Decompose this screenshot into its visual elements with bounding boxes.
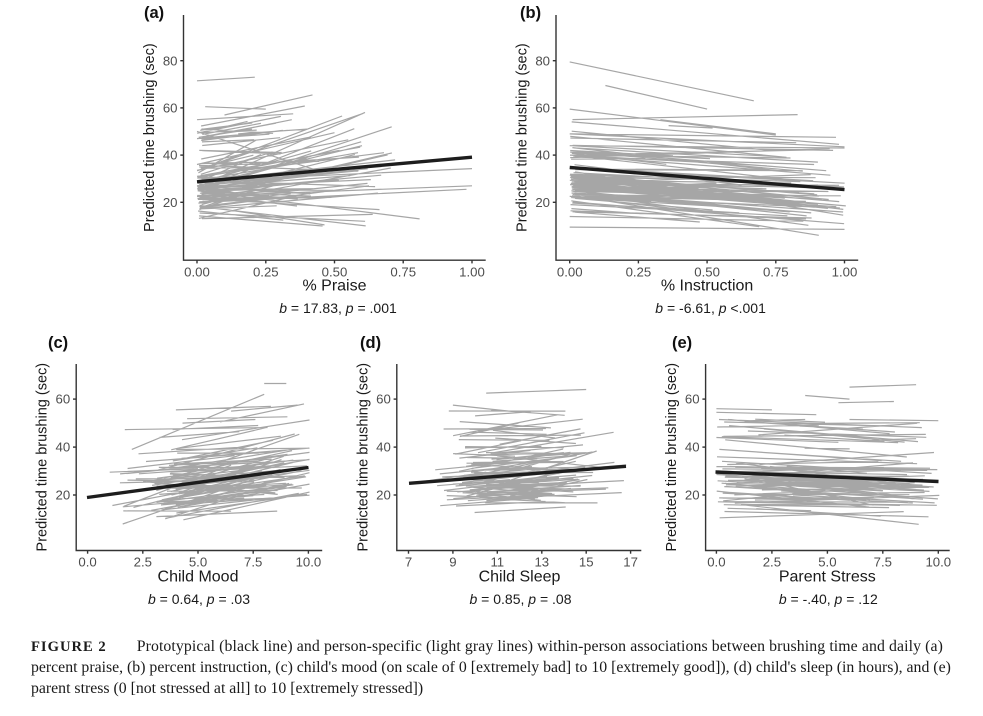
svg-text:b = 0.85, p = .08: b = 0.85, p = .08	[470, 591, 572, 607]
svg-text:Child Mood: Child Mood	[158, 569, 239, 586]
svg-text:% Praise: % Praise	[302, 278, 366, 295]
svg-text:1.00: 1.00	[459, 265, 485, 280]
svg-text:Predicted time brushing (sec): Predicted time brushing (sec)	[35, 363, 51, 552]
svg-text:40: 40	[535, 148, 550, 163]
svg-text:20: 20	[56, 488, 71, 503]
svg-text:10.0: 10.0	[296, 555, 322, 570]
svg-text:40: 40	[56, 440, 71, 455]
svg-text:11: 11	[490, 555, 504, 570]
svg-text:(a): (a)	[144, 4, 164, 22]
svg-text:20: 20	[685, 488, 700, 503]
svg-text:0.00: 0.00	[557, 265, 583, 280]
svg-text:40: 40	[376, 440, 391, 455]
svg-text:9: 9	[449, 555, 456, 570]
svg-text:40: 40	[685, 440, 700, 455]
svg-text:0.50: 0.50	[322, 265, 348, 280]
svg-text:60: 60	[685, 392, 700, 407]
svg-text:20: 20	[376, 488, 391, 503]
svg-text:Predicted time brushing (sec): Predicted time brushing (sec)	[515, 43, 531, 232]
svg-text:0.25: 0.25	[253, 265, 279, 280]
svg-text:1.00: 1.00	[832, 265, 858, 280]
svg-text:0.00: 0.00	[184, 265, 210, 280]
svg-text:(e): (e)	[672, 334, 692, 352]
svg-text:60: 60	[376, 392, 391, 407]
svg-text:20: 20	[163, 195, 178, 210]
svg-text:0.0: 0.0	[78, 555, 96, 570]
svg-text:20: 20	[535, 195, 550, 210]
svg-text:Predicted time brushing (sec): Predicted time brushing (sec)	[664, 363, 680, 552]
svg-text:0.50: 0.50	[694, 265, 720, 280]
svg-text:5.0: 5.0	[189, 555, 207, 570]
svg-text:7: 7	[405, 555, 412, 570]
svg-text:b = -.40, p = .12: b = -.40, p = .12	[779, 591, 878, 607]
svg-text:0.0: 0.0	[707, 555, 725, 570]
svg-text:5.0: 5.0	[818, 555, 836, 570]
svg-text:13: 13	[534, 555, 549, 570]
svg-text:(d): (d)	[360, 334, 381, 352]
svg-text:Parent Stress: Parent Stress	[779, 569, 876, 586]
svg-text:60: 60	[163, 101, 178, 116]
svg-text:0.75: 0.75	[390, 265, 416, 280]
svg-text:Predicted time brushing (sec): Predicted time brushing (sec)	[355, 363, 371, 552]
svg-text:60: 60	[535, 101, 550, 116]
svg-text:(b): (b)	[520, 4, 541, 22]
svg-text:b = 0.64, p = .03: b = 0.64, p = .03	[148, 591, 250, 607]
svg-text:17: 17	[623, 555, 638, 570]
svg-text:80: 80	[163, 53, 178, 68]
svg-text:0.25: 0.25	[626, 265, 652, 280]
svg-text:60: 60	[56, 392, 71, 407]
svg-text:b = 17.83, p = .001: b = 17.83, p = .001	[279, 300, 397, 316]
svg-text:Child Sleep: Child Sleep	[479, 569, 561, 586]
svg-text:7.5: 7.5	[244, 555, 262, 570]
svg-text:2.5: 2.5	[763, 555, 781, 570]
svg-text:2.5: 2.5	[134, 555, 152, 570]
svg-text:0.75: 0.75	[763, 265, 789, 280]
svg-text:Predicted time brushing (sec): Predicted time brushing (sec)	[142, 43, 158, 232]
svg-text:% Instruction: % Instruction	[661, 278, 753, 295]
svg-text:(c): (c)	[48, 334, 68, 352]
svg-text:15: 15	[579, 555, 594, 570]
svg-text:7.5: 7.5	[874, 555, 892, 570]
svg-text:10.0: 10.0	[925, 555, 951, 570]
svg-text:b = -6.61, p <.001: b = -6.61, p <.001	[655, 300, 766, 316]
svg-text:80: 80	[535, 53, 550, 68]
svg-text:40: 40	[163, 148, 178, 163]
